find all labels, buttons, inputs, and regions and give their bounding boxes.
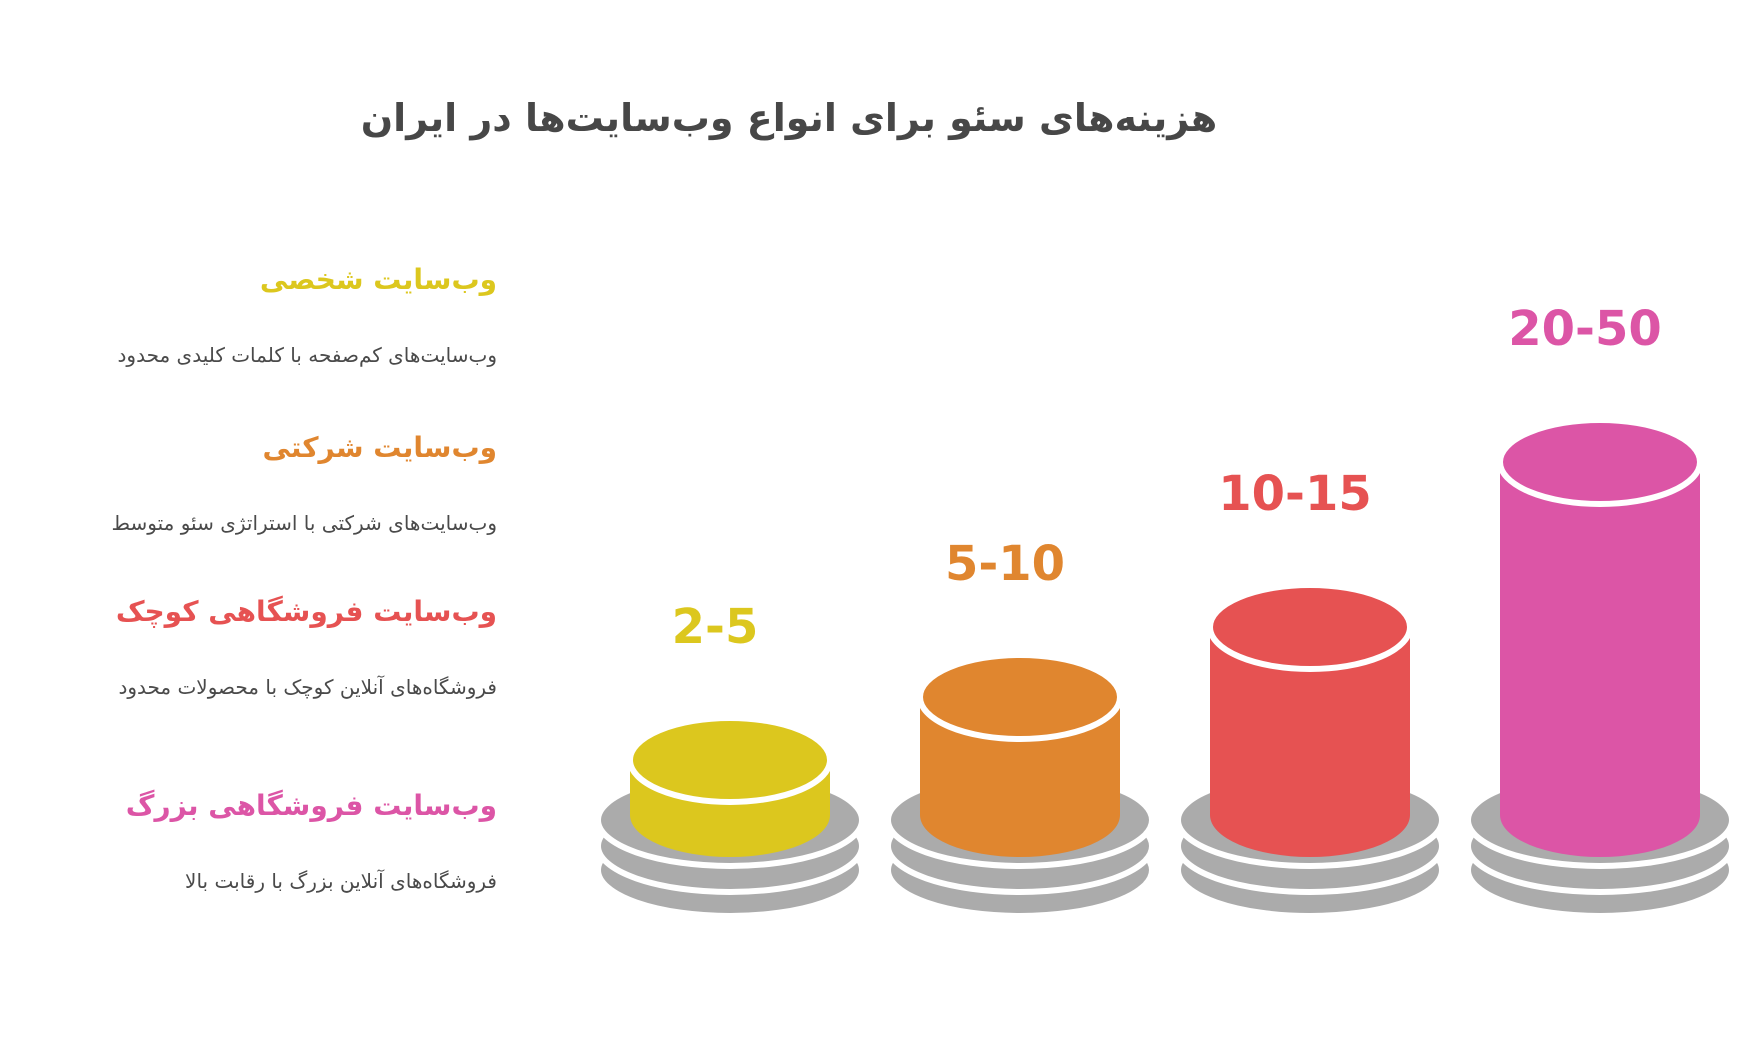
bar-value-label-1: 5-10 [945,536,1065,592]
legend-description-personal-website: وب‌سایت‌های کم‌صفحه با کلمات کلیدی محدود [117,343,498,367]
legend-heading-personal-website: وب‌سایت شخصی [259,263,497,296]
legend-heading-corporate-website: وب‌سایت شرکتی [262,431,498,464]
bar-value-label-2: 10-15 [1218,466,1372,522]
legend-description-large-shop-website: فروشگاه‌های آنلاین بزرگ با رقابت بالا [185,869,497,893]
legend-description-small-shop-website: فروشگاه‌های آنلاین کوچک با محصولات محدود [118,675,497,699]
bar-cylinder-top-1 [917,652,1123,742]
bar-cylinder-body-3 [1500,462,1700,857]
legend-heading-large-shop-website: وب‌سایت فروشگاهی بزرگ [125,789,497,822]
bar-group-3: 20-50 [1465,301,1735,919]
bar-cylinder-body-1 [920,697,1120,857]
bar-group-1: 5-10 [885,536,1155,919]
bar-cylinder-top-0 [627,715,833,805]
bar-cylinder-top-3 [1497,417,1703,507]
legend-description-corporate-website: وب‌سایت‌های شرکتی با استراتژی سئو متوسط [111,511,497,535]
bar-group-2: 10-15 [1175,466,1445,919]
chart-title: هزینه‌های سئو برای انواع وب‌سایت‌ها در ا… [360,96,1218,140]
bar-group-0: 2-5 [595,599,865,919]
bar-value-label-3: 20-50 [1508,301,1662,357]
bar-value-label-0: 2-5 [672,599,759,655]
bar-cylinder-body-2 [1210,627,1410,857]
bar-cylinder-top-2 [1207,582,1413,672]
legend-heading-small-shop-website: وب‌سایت فروشگاهی کوچک [115,595,497,628]
